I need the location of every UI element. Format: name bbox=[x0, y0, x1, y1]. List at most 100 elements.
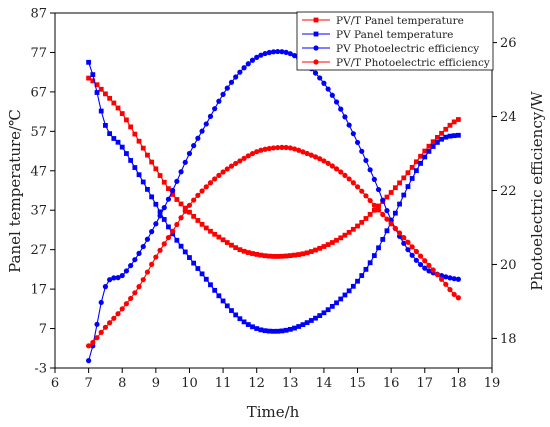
data-point bbox=[438, 276, 445, 282]
data-point bbox=[434, 134, 440, 140]
data-point bbox=[195, 135, 201, 141]
data-point bbox=[94, 82, 100, 88]
data-point bbox=[166, 186, 171, 192]
data-point bbox=[212, 231, 218, 237]
data-point bbox=[312, 70, 319, 76]
data-point bbox=[245, 153, 251, 159]
data-point bbox=[354, 184, 361, 190]
data-point bbox=[426, 143, 432, 149]
data-point bbox=[98, 108, 104, 114]
data-point bbox=[342, 114, 348, 120]
data-point bbox=[367, 211, 373, 217]
data-point bbox=[426, 148, 432, 154]
data-point bbox=[208, 228, 213, 234]
data-point bbox=[144, 236, 151, 242]
data-point bbox=[207, 113, 214, 119]
data-point bbox=[98, 86, 104, 92]
data-point bbox=[262, 50, 268, 57]
data-point bbox=[346, 176, 352, 182]
data-point bbox=[174, 197, 180, 202]
data-point bbox=[111, 100, 117, 106]
x-tick-label: 6 bbox=[51, 376, 59, 391]
data-point bbox=[275, 144, 281, 151]
data-point bbox=[334, 300, 339, 306]
data-point bbox=[145, 152, 150, 158]
y-right-tick-label: 26 bbox=[500, 36, 517, 51]
data-point bbox=[86, 75, 92, 81]
data-point bbox=[245, 61, 251, 67]
data-point bbox=[258, 327, 264, 333]
legend-swatch-marker bbox=[313, 45, 319, 51]
axis-ticks: 6 7 8 9 10 11 12 13 14 15 16 17 18 19-371727374757677… bbox=[30, 7, 516, 392]
data-point bbox=[308, 152, 314, 158]
data-point bbox=[455, 132, 461, 138]
data-point bbox=[203, 184, 209, 190]
data-point bbox=[304, 250, 310, 256]
data-point bbox=[90, 339, 96, 346]
data-point bbox=[279, 253, 285, 259]
data-point bbox=[178, 169, 184, 175]
data-point bbox=[161, 205, 167, 211]
data-point bbox=[405, 184, 411, 189]
data-point bbox=[329, 303, 335, 309]
data-point bbox=[241, 319, 247, 325]
data-point bbox=[157, 173, 163, 178]
data-point bbox=[405, 247, 411, 253]
data-point bbox=[346, 229, 352, 235]
data-point bbox=[195, 192, 201, 198]
data-point bbox=[422, 154, 428, 160]
data-point bbox=[439, 130, 444, 136]
data-point bbox=[149, 194, 155, 200]
data-point bbox=[334, 237, 339, 243]
data-point bbox=[262, 328, 268, 334]
data-point bbox=[371, 207, 377, 213]
data-point bbox=[401, 192, 407, 198]
data-point bbox=[199, 128, 205, 134]
data-point bbox=[132, 131, 138, 137]
data-point bbox=[254, 54, 260, 60]
data-point bbox=[443, 134, 449, 140]
data-point bbox=[107, 131, 113, 137]
data-point bbox=[94, 335, 100, 341]
legend: PV/T Panel temperature PV Panel temperatu… bbox=[296, 11, 494, 71]
data-point bbox=[422, 148, 428, 154]
x-tick-label: 8 bbox=[118, 376, 126, 391]
data-point bbox=[455, 276, 461, 282]
data-point bbox=[291, 53, 298, 59]
series-line bbox=[88, 50, 459, 361]
data-point bbox=[254, 149, 260, 155]
data-point bbox=[233, 160, 239, 167]
data-point bbox=[392, 185, 398, 191]
data-point bbox=[279, 328, 285, 334]
data-point bbox=[132, 165, 138, 170]
data-point bbox=[363, 193, 369, 199]
data-point bbox=[123, 301, 130, 307]
data-point bbox=[170, 187, 176, 194]
data-point bbox=[401, 235, 407, 241]
data-point bbox=[426, 262, 432, 268]
data-point bbox=[401, 175, 407, 181]
data-point bbox=[212, 106, 218, 112]
data-point bbox=[359, 219, 365, 225]
data-point bbox=[237, 316, 243, 322]
data-point bbox=[447, 122, 453, 128]
data-point bbox=[455, 117, 461, 122]
data-point bbox=[249, 150, 256, 157]
data-point bbox=[300, 322, 306, 328]
legend-label: PV Photoelectric efficiency bbox=[336, 43, 479, 55]
data-point bbox=[430, 267, 436, 273]
data-point bbox=[132, 290, 138, 296]
data-point bbox=[203, 276, 209, 282]
data-point bbox=[380, 197, 386, 203]
data-point bbox=[292, 252, 297, 258]
data-point bbox=[115, 105, 121, 111]
data-point bbox=[149, 159, 155, 165]
y-left-tick-label: 37 bbox=[30, 204, 47, 219]
data-point bbox=[304, 150, 310, 157]
data-point bbox=[430, 139, 436, 145]
data-point bbox=[250, 324, 255, 330]
data-point bbox=[187, 255, 192, 260]
legend-box bbox=[296, 11, 494, 71]
data-point bbox=[224, 85, 230, 91]
data-point bbox=[228, 79, 235, 85]
